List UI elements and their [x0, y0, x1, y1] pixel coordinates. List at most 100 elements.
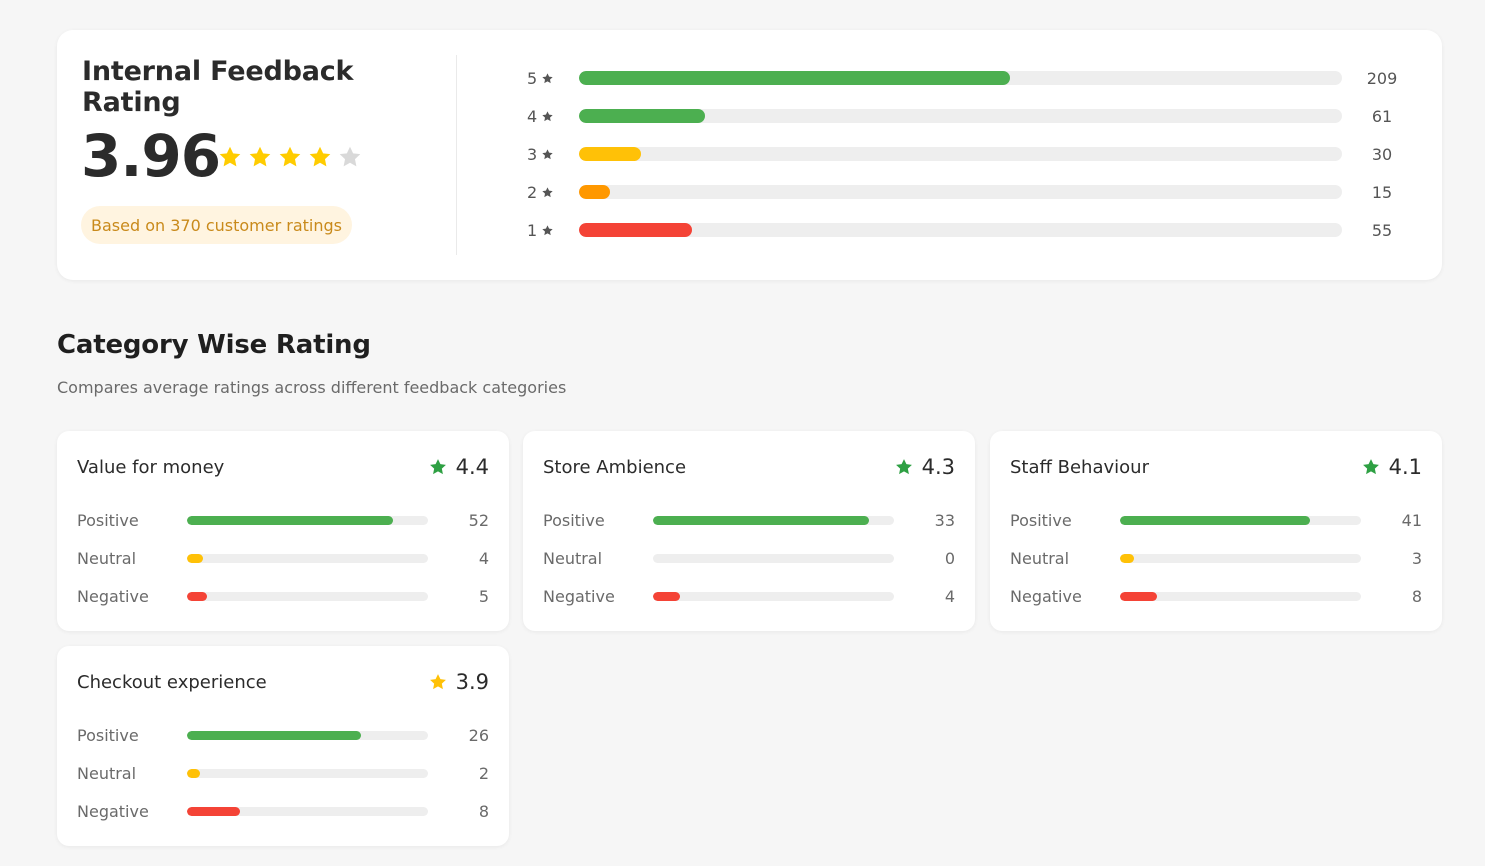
distribution-bar-fill	[579, 223, 693, 237]
star-icon	[542, 111, 553, 122]
sentiment-row-neutral: Neutral 0	[543, 549, 955, 569]
distribution-bar-track	[579, 109, 1342, 123]
sentiment-count: 8	[478, 802, 489, 821]
category-score-value: 3.9	[455, 670, 489, 694]
category-score-value: 4.4	[455, 455, 489, 479]
sentiment-bar-fill	[187, 554, 203, 563]
sentiment-bar-track	[187, 807, 428, 816]
distribution-count: 61	[1371, 107, 1393, 126]
distribution-row-3-star: 3 30	[527, 145, 1407, 164]
star-filled-icon	[279, 146, 301, 167]
sentiment-bar-track	[653, 592, 894, 601]
distribution-bar-track	[579, 185, 1342, 199]
category-score-value: 4.3	[921, 455, 955, 479]
sentiment-bar-fill	[1120, 516, 1311, 525]
star-filled-icon	[309, 146, 331, 167]
sentiment-label: Negative	[77, 587, 149, 606]
category-score: 4.3	[894, 455, 955, 479]
sentiment-row-neutral: Neutral 3	[1010, 549, 1422, 569]
sentiment-label: Neutral	[543, 549, 603, 568]
sentiment-label: Neutral	[77, 549, 137, 568]
sentiment-row-neutral: Neutral 2	[77, 764, 489, 784]
category-card: Store Ambience 4.3 Positive 33 Neutral 0 Negat…	[523, 431, 975, 631]
distribution-row-1-star: 1 55	[527, 221, 1407, 240]
sentiment-label: Positive	[77, 726, 139, 745]
sentiment-bar-track	[653, 554, 894, 563]
divider	[456, 55, 457, 255]
star-level: 5	[527, 69, 538, 88]
distribution-label: 5	[527, 69, 554, 88]
sentiment-count: 5	[478, 587, 489, 606]
sentiment-bar-track	[187, 731, 428, 740]
sentiment-row-positive: Positive 41	[1010, 511, 1422, 531]
star-level: 3	[527, 145, 538, 164]
star-icon	[542, 187, 553, 198]
category-score: 4.1	[1361, 455, 1422, 479]
star-icon	[542, 225, 553, 236]
star-empty-icon	[339, 146, 361, 167]
category-name: Checkout experience	[77, 672, 267, 693]
sentiment-row-neutral: Neutral 4	[77, 549, 489, 569]
distribution-row-4-star: 4 61	[527, 107, 1407, 126]
sentiment-row-negative: Negative 8	[1010, 587, 1422, 607]
sentiment-bar-track	[187, 516, 428, 525]
star-rating	[217, 144, 363, 170]
average-score: 3.96	[81, 122, 221, 190]
distribution-count: 209	[1366, 69, 1398, 88]
category-score-value: 4.1	[1388, 455, 1422, 479]
sentiment-bar-fill	[1120, 592, 1158, 601]
summary-title: Internal Feedback Rating	[82, 56, 354, 118]
sentiment-bar-track	[1120, 592, 1361, 601]
summary-overview: Internal Feedback Rating 3.96 Based on 3…	[57, 30, 457, 280]
sentiment-count: 0	[944, 549, 955, 568]
sentiment-label: Positive	[1010, 511, 1072, 530]
star-level: 2	[527, 183, 538, 202]
feedback-summary-card: Internal Feedback Rating 3.96 Based on 3…	[57, 30, 1442, 280]
sentiment-row-negative: Negative 5	[77, 587, 489, 607]
sentiment-row-positive: Positive 33	[543, 511, 955, 531]
category-name: Store Ambience	[543, 457, 687, 478]
star-icon	[542, 73, 553, 84]
sentiment-label: Negative	[77, 802, 149, 821]
section-title: Category Wise Rating	[57, 330, 371, 360]
sentiment-count: 4	[478, 549, 489, 568]
sentiment-count: 2	[478, 764, 489, 783]
star-icon	[542, 149, 553, 160]
distribution-bar-fill	[579, 147, 641, 161]
sentiment-row-negative: Negative 8	[77, 802, 489, 822]
sentiment-label: Neutral	[77, 764, 137, 783]
sentiment-label: Positive	[543, 511, 605, 530]
sentiment-count: 52	[468, 511, 489, 530]
sentiment-bar-fill	[187, 769, 201, 778]
sentiment-count: 41	[1401, 511, 1422, 530]
category-card: Checkout experience 3.9 Positive 26 Neutral 2…	[57, 646, 509, 846]
sentiment-row-positive: Positive 52	[77, 511, 489, 531]
sentiment-bar-fill	[653, 516, 869, 525]
star-icon	[429, 674, 446, 690]
sentiment-count: 26	[468, 726, 489, 745]
category-score: 3.9	[428, 670, 489, 694]
sentiment-label: Negative	[1010, 587, 1082, 606]
sentiment-label: Negative	[543, 587, 615, 606]
sentiment-count: 33	[934, 511, 955, 530]
sentiment-bar-track	[653, 516, 894, 525]
sentiment-bar-track	[1120, 516, 1361, 525]
distribution-bar-track	[579, 147, 1342, 161]
category-card: Staff Behaviour 4.1 Positive 41 Neutral 3 Nega…	[990, 431, 1442, 631]
distribution-count: 30	[1371, 145, 1393, 164]
star-icon	[895, 459, 912, 475]
distribution-label: 3	[527, 145, 554, 164]
distribution-label: 4	[527, 107, 554, 126]
sentiment-label: Neutral	[1010, 549, 1070, 568]
sentiment-bar-fill	[653, 592, 680, 601]
sentiment-bar-fill	[187, 807, 241, 816]
distribution-bar-fill	[579, 109, 705, 123]
star-icon	[429, 459, 446, 475]
distribution-count: 15	[1371, 183, 1393, 202]
sentiment-bar-fill	[187, 592, 207, 601]
distribution-row-5-star: 5 209	[527, 69, 1407, 88]
sentiment-row-negative: Negative 4	[543, 587, 955, 607]
sentiment-label: Positive	[77, 511, 139, 530]
distribution-bar-track	[579, 223, 1342, 237]
distribution-bar-fill	[579, 71, 1010, 85]
